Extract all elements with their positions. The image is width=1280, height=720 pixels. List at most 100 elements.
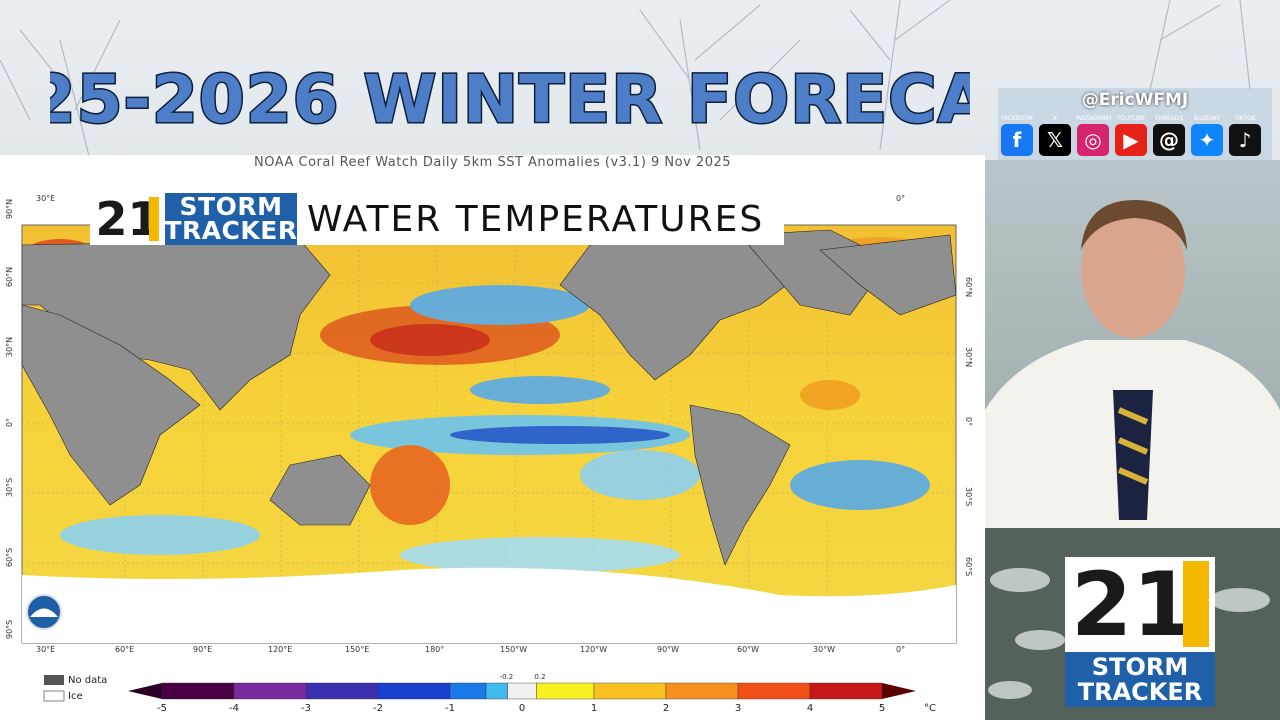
social-bluesky-link[interactable]: bluesky ✦ xyxy=(1190,114,1224,156)
antarctic-ice xyxy=(22,567,956,643)
legend-color-segment xyxy=(536,682,595,700)
right-lat-label: 0° xyxy=(964,417,973,426)
legend-tick-label: -3 xyxy=(301,703,311,714)
bottom-lon-label: 30°W xyxy=(813,645,835,654)
storm-tracker-logo-large: 21 STORM TRACKER xyxy=(1065,553,1215,707)
africa-shape xyxy=(21,304,201,506)
legend-tick-label: 5 xyxy=(879,703,885,714)
no-data-label: No data xyxy=(68,675,107,686)
bottom-lon-label: 30°E xyxy=(36,645,55,654)
legend-color-segment xyxy=(665,682,739,700)
legend-tick-label: -4 xyxy=(229,703,239,714)
bottom-lon-label: 0° xyxy=(896,645,905,654)
bottom-lon-label: 180° xyxy=(425,645,444,654)
social-tiktok-label: tiktok xyxy=(1234,115,1256,122)
social-instagram-label: instagram xyxy=(1076,115,1112,122)
logo-large-text: STORM TRACKER xyxy=(1065,652,1215,707)
legend-color-segment xyxy=(377,682,451,700)
noaa-logo xyxy=(26,594,62,630)
legend-tick-label: 1 xyxy=(591,703,597,714)
right-lat-label: 60°N xyxy=(964,277,973,297)
social-instagram-link[interactable]: instagram ◎ xyxy=(1076,114,1112,156)
social-youtube-link[interactable]: youtube ▶ xyxy=(1114,114,1148,156)
ice-label: Ice xyxy=(68,691,83,702)
left-lat-label: 90°S xyxy=(5,620,14,639)
anomaly-color-legend: No data Ice -5 -4 -3 -2 -1 0 1 2 3 4 5 -0.2 0.2 °C xyxy=(43,673,936,714)
bluesky-icon: ✦ xyxy=(1191,124,1223,156)
legend-tick-label: 3 xyxy=(735,703,741,714)
legend-max-arrow xyxy=(882,683,916,699)
left-lat-label: 0° xyxy=(5,418,14,427)
instagram-icon: ◎ xyxy=(1077,124,1109,156)
top-lon-label: 0° xyxy=(896,194,905,203)
no-data-swatch xyxy=(44,675,64,685)
bottom-lon-label: 60°E xyxy=(115,645,134,654)
water-temperatures-headline: WATER TEMPERATURES xyxy=(297,193,785,245)
x-icon: 𝕏 xyxy=(1039,124,1071,156)
warm-anomaly-tasman xyxy=(370,445,450,525)
left-lat-label: 30°S xyxy=(5,478,14,497)
australia-shape xyxy=(269,454,371,526)
top-lon-label: 30°E xyxy=(36,194,55,203)
right-lat-labels: 60°N 30°N 0° 30°S 60°S xyxy=(964,277,973,576)
forecast-title: 2025-2026 WINTER FORECAST xyxy=(0,52,1085,142)
logo-yellow-bar xyxy=(1183,561,1209,647)
bottom-lon-labels: 30°E 60°E 90°E 120°E 150°E 180° 150°W 120°W 90°W… xyxy=(36,645,905,654)
social-x-link[interactable]: x𝕏 xyxy=(1038,114,1072,156)
legend-unit: °C xyxy=(924,703,936,714)
legend-color-segment xyxy=(233,682,307,700)
youtube-icon: ▶ xyxy=(1115,124,1147,156)
bottom-lon-label: 60°W xyxy=(737,645,759,654)
legend-tick-label: 2 xyxy=(663,703,669,714)
ice-swatch xyxy=(43,690,65,702)
social-threads-link[interactable]: threads @ xyxy=(1152,114,1186,156)
threads-icon: @ xyxy=(1153,124,1185,156)
bottom-lon-label: 150°W xyxy=(500,645,527,654)
bottom-lon-label: 150°E xyxy=(345,645,369,654)
logo-number: 21 xyxy=(95,192,160,246)
bottom-lon-label: 90°W xyxy=(657,645,679,654)
sst-anomaly-map: 30°E 0° 30°E 60°E 90°E 120°E 150°E 180° 150°W 1… xyxy=(5,194,973,714)
social-bluesky-label: bluesky xyxy=(1193,115,1221,122)
forecast-title-text: 2025-2026 WINTER FORECAST xyxy=(50,61,970,138)
legend-tick-label: -5 xyxy=(157,703,167,714)
social-icon-row: facebook f x 𝕏instagram ◎ youtube ▶ threads @ blu… xyxy=(1000,114,1262,156)
south-america-shape xyxy=(689,404,791,566)
legend-color-segment xyxy=(485,682,508,700)
social-threads-label: threads xyxy=(1154,115,1184,122)
social-handle: @EricWFMJ xyxy=(1081,90,1189,110)
right-lat-label: 30°N xyxy=(964,347,973,367)
bottom-lon-label: 120°E xyxy=(268,645,292,654)
presenter-video xyxy=(985,160,1280,528)
left-lat-label: 60°S xyxy=(5,548,14,567)
sst-anomaly-map-panel: NOAA Coral Reef Watch Daily 5km SST Anom… xyxy=(0,155,985,720)
social-media-panel: @EricWFMJ facebook f x 𝕏instagram ◎ youtube ▶ t… xyxy=(998,88,1272,160)
social-facebook-label: facebook xyxy=(1000,115,1034,122)
legend-small-tick: -0.2 xyxy=(500,673,514,681)
europe-shape xyxy=(819,234,957,316)
social-tiktok-link[interactable]: tiktok ♪ xyxy=(1228,114,1262,156)
legend-tick-label: -2 xyxy=(373,703,383,714)
presenter-silhouette xyxy=(985,200,1280,528)
social-x-label: x xyxy=(1052,115,1058,122)
social-youtube-label: youtube xyxy=(1116,115,1146,122)
left-lat-label: 30°N xyxy=(5,337,14,357)
right-lat-label: 30°S xyxy=(964,487,973,506)
map-source-title: NOAA Coral Reef Watch Daily 5km SST Anom… xyxy=(253,155,732,170)
legend-color-segment xyxy=(305,682,379,700)
legend-color-segment xyxy=(161,682,235,700)
bottom-lon-label: 120°W xyxy=(580,645,607,654)
legend-color-segment xyxy=(449,682,487,700)
legend-tick-label: -1 xyxy=(445,703,455,714)
right-lat-label: 60°S xyxy=(964,557,973,576)
brand-line-2: TRACKER xyxy=(164,216,298,245)
logo-line-2: TRACKER xyxy=(1077,677,1203,706)
storm-tracker-header: 21 STORM TRACKER WATER TEMPERATURES xyxy=(90,192,785,246)
legend-min-arrow xyxy=(128,683,162,699)
cool-anomaly-bering xyxy=(410,285,590,325)
tiktok-icon: ♪ xyxy=(1229,124,1261,156)
legend-color-segment xyxy=(593,682,667,700)
logo-line-1: STORM xyxy=(1091,652,1189,681)
social-facebook-link[interactable]: facebook f xyxy=(1000,114,1034,156)
legend-color-segment xyxy=(737,682,811,700)
